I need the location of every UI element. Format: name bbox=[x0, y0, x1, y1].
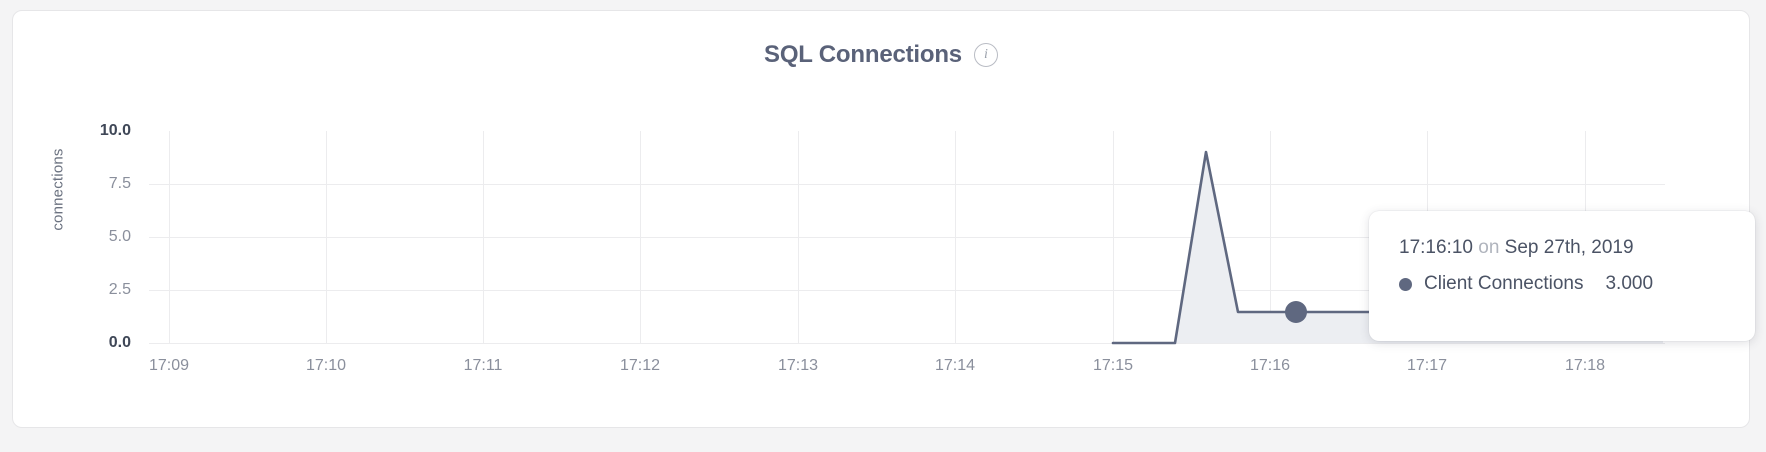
x-tick-label: 17:18 bbox=[1564, 357, 1606, 374]
x-tick-label: 17:10 bbox=[305, 357, 347, 374]
x-tick-label: 17:17 bbox=[1406, 357, 1448, 374]
gridline-horizontal bbox=[149, 237, 1665, 238]
y-tick-label: 0.0 bbox=[108, 334, 131, 351]
x-tick-label: 17:15 bbox=[1092, 357, 1134, 374]
info-icon[interactable]: i bbox=[973, 43, 998, 67]
tooltip-series-value: 3.000 bbox=[1605, 273, 1654, 294]
gridline-vertical bbox=[640, 131, 641, 343]
gridline-vertical bbox=[955, 131, 956, 343]
gridline-horizontal bbox=[149, 290, 1665, 291]
y-tick-label: 5.0 bbox=[108, 228, 131, 245]
x-tick-label: 17:16 bbox=[1249, 357, 1291, 374]
axis-baseline bbox=[149, 343, 1665, 344]
y-tick-label: 7.5 bbox=[108, 175, 131, 192]
x-tick-label: 17:14 bbox=[934, 357, 976, 374]
sql-connections-card: SQL Connections i bbox=[12, 10, 1755, 428]
tooltip-timestamp: 17:16:10 on Sep 27th, 2019 bbox=[1399, 237, 1725, 259]
x-tick-label: 17:12 bbox=[619, 357, 661, 374]
gridline-vertical bbox=[1113, 131, 1114, 343]
y-axis-ticks: 10.0 7.5 5.0 2.5 0.0 bbox=[73, 11, 131, 452]
series-line bbox=[1111, 150, 1665, 345]
tooltip-time: 17:16:10 bbox=[1399, 237, 1473, 258]
series-color-swatch-icon bbox=[1399, 277, 1412, 291]
y-axis-label: connections bbox=[49, 148, 67, 231]
page-title: SQL Connections bbox=[764, 41, 962, 68]
chart-tooltip: 17:16:10 on Sep 27th, 2019 Client Connec… bbox=[1369, 211, 1755, 341]
chart-header: SQL Connections i bbox=[13, 41, 1749, 69]
x-tick-label: 17:09 bbox=[148, 357, 190, 374]
gridline-vertical bbox=[169, 131, 170, 343]
tooltip-on-word: on bbox=[1478, 237, 1500, 258]
hover-marker-dot[interactable] bbox=[1285, 301, 1307, 323]
tooltip-series-row: Client Connections 3.000 bbox=[1399, 273, 1725, 295]
gridline-horizontal bbox=[149, 184, 1665, 185]
x-tick-label: 17:11 bbox=[463, 357, 503, 374]
y-tick-label: 2.5 bbox=[108, 281, 131, 298]
gridline-vertical bbox=[798, 131, 799, 343]
y-tick-label: 10.0 bbox=[99, 122, 131, 139]
gridline-vertical bbox=[1270, 131, 1271, 343]
chart-plot-area: connections 10.0 7.5 5.0 2.5 0.0 17:09 1… bbox=[13, 11, 1766, 452]
tooltip-date: Sep 27th, 2019 bbox=[1504, 237, 1634, 258]
x-tick-label: 17:13 bbox=[777, 357, 819, 374]
gridline-vertical bbox=[483, 131, 484, 343]
tooltip-series-label: Client Connections bbox=[1424, 273, 1584, 294]
gridline-vertical bbox=[326, 131, 327, 343]
